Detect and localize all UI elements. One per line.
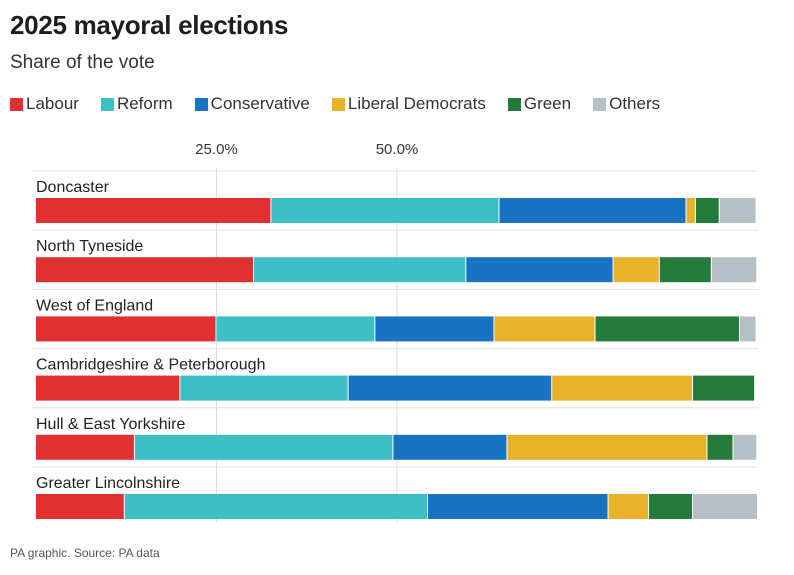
legend-swatch (100, 97, 114, 111)
bar-greater-lincolnshire-conservative (428, 494, 608, 519)
x-tick-label: 25.0% (195, 141, 238, 158)
bar-cambridgeshire-and-peterborough-conservative (348, 375, 552, 401)
bar-west-of-england-green (595, 316, 739, 342)
bar-north-tyneside-conservative (466, 257, 613, 283)
bar-hull-and-east-yorkshire-liberal-democrats (507, 434, 707, 460)
bar-north-tyneside-liberal-democrats (613, 257, 659, 283)
bar-cambridgeshire-and-peterborough-green (693, 375, 755, 401)
category-label-north-tyneside: North Tyneside (36, 238, 143, 255)
bar-north-tyneside-reform (254, 257, 466, 283)
bar-doncaster-labour (36, 198, 271, 223)
bar-greater-lincolnshire-liberal-democrats (608, 494, 648, 519)
bar-west-of-england-labour (36, 316, 216, 342)
bar-west-of-england-conservative (375, 316, 494, 342)
source-note: PA graphic. Source: PA data (10, 546, 160, 560)
bar-cambridgeshire-and-peterborough-labour (36, 375, 180, 401)
bar-greater-lincolnshire-reform (124, 494, 428, 519)
bar-hull-and-east-yorkshire-labour (36, 434, 134, 460)
x-tick-label: 50.0% (376, 141, 419, 158)
bar-doncaster-liberal-democrats (686, 198, 695, 223)
category-label-cambridgeshire-and-peterborough: Cambridgeshire & Peterborough (36, 357, 265, 374)
legend-label: Labour (26, 94, 79, 113)
legend-label: Liberal Democrats (347, 94, 486, 113)
legend-item-conservative: Conservative (194, 94, 310, 114)
legend-item-green: Green (507, 94, 572, 114)
legend-swatch (10, 97, 23, 111)
bar-greater-lincolnshire-green (648, 494, 693, 519)
legend-swatch (507, 97, 521, 111)
bar-cambridgeshire-and-peterborough-liberal-democrats (552, 375, 693, 401)
bar-hull-and-east-yorkshire-reform (134, 434, 393, 460)
legend-label: Others (609, 94, 661, 113)
bar-west-of-england-liberal-democrats (494, 316, 595, 342)
bar-doncaster-green (695, 198, 719, 223)
legend-swatch (194, 97, 208, 111)
legend-label: Conservative (210, 94, 310, 113)
chart-subtitle: Share of the vote (10, 52, 155, 73)
bar-hull-and-east-yorkshire-conservative (393, 434, 507, 460)
legend-swatch (593, 97, 607, 111)
bar-greater-lincolnshire-others (693, 494, 757, 519)
legend-swatch (331, 97, 345, 111)
bar-west-of-england-others (739, 316, 756, 342)
legend: Labour Reform Conservative Liberal Democ… (10, 94, 682, 114)
legend-item-reform: Reform (100, 94, 173, 114)
bar-north-tyneside-others (711, 257, 757, 283)
bar-cambridgeshire-and-peterborough-reform (180, 375, 348, 401)
category-label-doncaster: Doncaster (36, 179, 110, 196)
legend-item-others: Others (593, 94, 660, 114)
legend-label: Reform (116, 94, 173, 113)
bar-hull-and-east-yorkshire-others (733, 434, 757, 460)
bar-doncaster-conservative (499, 198, 686, 223)
bar-north-tyneside-green (659, 257, 711, 283)
legend-label: Green (523, 94, 572, 113)
category-label-hull-and-east-yorkshire: Hull & East Yorkshire (36, 416, 186, 433)
bar-greater-lincolnshire-labour (36, 494, 124, 519)
bar-north-tyneside-labour (36, 257, 254, 283)
bar-doncaster-reform (271, 198, 499, 223)
bar-west-of-england-reform (216, 316, 375, 342)
legend-item-labour: Labour (10, 94, 79, 114)
legend-item-liberal-democrats: Liberal Democrats (331, 94, 486, 114)
chart-title: 2025 mayoral elections (10, 10, 289, 40)
bar-doncaster-others (719, 198, 756, 223)
bar-hull-and-east-yorkshire-green (707, 434, 733, 460)
category-label-greater-lincolnshire: Greater Lincolnshire (36, 475, 180, 492)
category-label-west-of-england: West of England (36, 297, 153, 314)
